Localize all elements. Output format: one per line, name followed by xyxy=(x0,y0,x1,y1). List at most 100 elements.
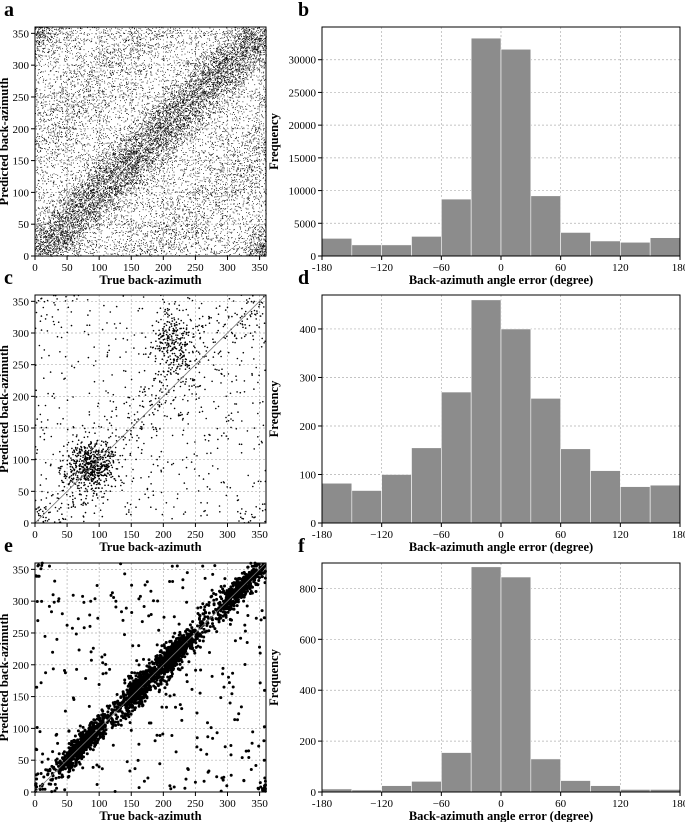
scatter-point xyxy=(254,183,256,184)
scatter-point xyxy=(187,84,188,86)
scatter-point xyxy=(67,197,68,199)
scatter-point xyxy=(91,158,93,160)
scatter-point xyxy=(151,215,152,217)
scatter-point xyxy=(198,219,200,220)
scatter-point xyxy=(107,115,108,117)
scatter-point xyxy=(224,191,226,193)
scatter-point xyxy=(173,128,175,129)
scatter-point xyxy=(204,243,206,245)
scatter-point xyxy=(96,80,98,82)
scatter-point xyxy=(72,106,74,107)
scatter-point xyxy=(141,230,142,232)
scatter-point xyxy=(158,76,160,78)
scatter-point xyxy=(173,155,175,157)
scatter-point xyxy=(69,207,71,209)
scatter-point xyxy=(245,207,247,209)
scatter-point xyxy=(96,202,98,204)
scatter-point xyxy=(217,156,218,157)
scatter-point xyxy=(114,160,116,162)
scatter-point xyxy=(48,32,49,33)
scatter-point xyxy=(175,111,176,113)
scatter-point xyxy=(152,158,154,159)
scatter-point xyxy=(108,163,110,164)
scatter-point xyxy=(89,174,91,175)
scatter-point xyxy=(178,110,180,111)
scatter-point xyxy=(235,190,236,192)
scatter-point xyxy=(213,88,215,90)
scatter-point xyxy=(108,65,110,67)
scatter-point xyxy=(53,67,54,69)
scatter-point xyxy=(174,140,176,142)
scatter-point xyxy=(185,83,187,84)
scatter-point xyxy=(65,217,67,219)
scatter-point xyxy=(127,215,129,217)
scatter-point xyxy=(234,49,235,51)
scatter-point xyxy=(94,210,95,212)
scatter-point xyxy=(264,225,266,226)
scatter-point xyxy=(156,34,158,35)
scatter-point xyxy=(116,164,118,165)
scatter-point xyxy=(183,42,185,44)
scatter-point xyxy=(75,39,77,41)
scatter-point xyxy=(96,166,97,168)
scatter-point xyxy=(40,232,42,234)
scatter-point xyxy=(213,134,214,135)
scatter-point xyxy=(72,241,74,243)
scatter-point xyxy=(254,234,255,236)
scatter-point xyxy=(103,163,105,165)
scatter-point xyxy=(37,95,39,97)
scatter-point xyxy=(99,183,100,185)
scatter-point xyxy=(232,65,234,67)
scatter-point xyxy=(127,207,129,209)
scatter-point xyxy=(234,29,236,31)
scatter-point xyxy=(95,245,97,247)
scatter-point xyxy=(134,209,136,210)
scatter-point xyxy=(40,34,42,36)
scatter-point xyxy=(73,180,74,181)
scatter-point xyxy=(261,233,263,235)
scatter-point xyxy=(88,197,89,199)
scatter-point xyxy=(37,40,38,41)
scatter-point xyxy=(63,221,65,223)
scatter-point xyxy=(45,121,47,122)
scatter-point xyxy=(175,107,177,109)
scatter-point xyxy=(79,101,80,102)
scatter-point xyxy=(228,150,230,151)
scatter-point xyxy=(247,59,249,60)
scatter-point xyxy=(69,214,71,215)
scatter-point xyxy=(76,243,77,245)
scatter-point xyxy=(209,108,211,109)
scatter-point xyxy=(174,87,176,89)
scatter-point xyxy=(242,205,244,207)
scatter-point xyxy=(252,182,254,183)
scatter-point xyxy=(63,228,64,230)
scatter-point xyxy=(170,193,172,195)
scatter-point xyxy=(141,182,143,184)
scatter-point xyxy=(254,42,256,43)
scatter-point xyxy=(168,110,170,111)
scatter-point xyxy=(133,165,135,166)
scatter-point xyxy=(66,188,68,190)
scatter-point xyxy=(183,214,185,215)
scatter-point xyxy=(211,188,213,190)
scatter-point xyxy=(251,110,253,112)
scatter-point xyxy=(102,192,104,194)
scatter-point xyxy=(156,142,158,144)
scatter-point xyxy=(136,125,138,127)
scatter-point xyxy=(264,190,265,192)
scatter-point xyxy=(75,190,77,191)
scatter-point xyxy=(225,66,226,67)
scatter-point xyxy=(129,159,131,161)
scatter-point xyxy=(224,53,225,55)
scatter-point xyxy=(167,113,169,114)
scatter-point xyxy=(261,97,263,99)
scatter-point xyxy=(175,191,177,192)
scatter-point xyxy=(179,94,181,95)
scatter-point xyxy=(212,80,214,81)
scatter-point xyxy=(260,204,262,206)
scatter-point xyxy=(217,80,218,82)
scatter-point xyxy=(54,235,55,236)
scatter-point xyxy=(157,70,158,72)
scatter-point xyxy=(206,63,207,64)
scatter-point xyxy=(91,117,92,119)
